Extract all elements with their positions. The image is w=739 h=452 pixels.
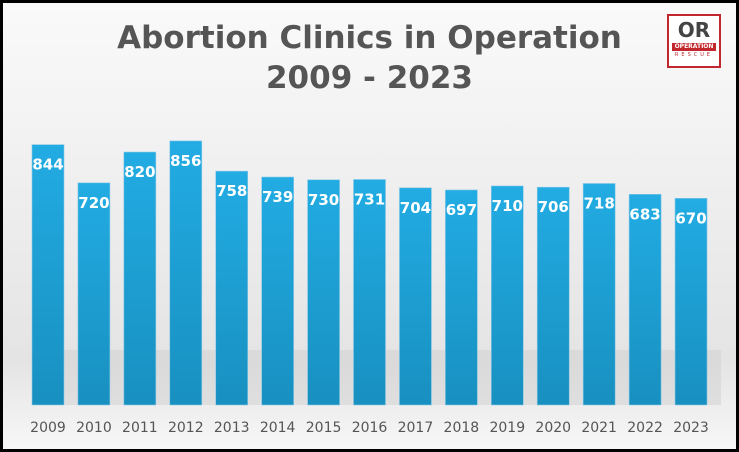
- data-label-2010: 720: [78, 194, 109, 212]
- bar-shadow: [431, 350, 446, 405]
- title-line: Abortion Clinics in Operation: [117, 20, 622, 56]
- data-label-2020: 706: [538, 198, 569, 216]
- x-tick-2022: 2022: [627, 420, 663, 436]
- bar-2017: [399, 187, 432, 406]
- data-label-2014: 739: [262, 188, 293, 206]
- subtitle-line: 2009 - 2023: [265, 60, 473, 96]
- bar-2009: [31, 144, 65, 406]
- x-tick-2011: 2011: [122, 420, 158, 436]
- bar-2016: [353, 179, 386, 406]
- bar-2012: [169, 140, 203, 406]
- bar-shadow: [247, 350, 262, 405]
- data-label-2016: 731: [354, 190, 385, 208]
- x-tick-2009: 2009: [30, 420, 66, 436]
- x-tick-2017: 2017: [398, 420, 434, 436]
- bar-2022: [628, 193, 662, 406]
- x-tick-2019: 2019: [489, 420, 525, 436]
- bar-shadow: [385, 350, 400, 405]
- bar-2015: [307, 179, 340, 406]
- data-label-2017: 704: [400, 199, 431, 217]
- bar-shadow: [64, 350, 78, 405]
- data-label-2015: 730: [308, 191, 339, 209]
- logo-line2: RESCUE: [674, 52, 714, 58]
- bar-shadow: [707, 350, 722, 405]
- data-label-2023: 670: [675, 209, 706, 227]
- x-tick-2015: 2015: [306, 420, 342, 436]
- bar-shadow: [109, 350, 124, 405]
- bar-shadow: [293, 350, 308, 405]
- bar-shadow: [569, 350, 584, 405]
- bar-2013: [215, 170, 249, 406]
- bar-shadow: [661, 350, 676, 405]
- bar-shadow: [523, 350, 538, 405]
- bar-shadow: [477, 350, 492, 405]
- bar-2020: [536, 186, 570, 406]
- x-tick-2010: 2010: [76, 420, 112, 436]
- data-label-2013: 758: [216, 182, 247, 200]
- bar-shadow: [155, 350, 170, 405]
- x-tick-2020: 2020: [535, 420, 571, 436]
- x-tick-2016: 2016: [352, 420, 388, 436]
- logo-line1: OPERATION: [672, 43, 716, 51]
- bar-2014: [261, 176, 294, 406]
- data-label-2012: 856: [170, 152, 201, 170]
- chart-title: Abortion Clinics in Operation 2009 - 202…: [0, 18, 739, 98]
- x-tick-2014: 2014: [260, 420, 296, 436]
- x-tick-2023: 2023: [673, 420, 709, 436]
- bar-shadow: [339, 350, 354, 405]
- bar-2021: [582, 183, 616, 406]
- x-tick-2013: 2013: [214, 420, 250, 436]
- data-label-2022: 683: [629, 205, 660, 223]
- bar-2010: [77, 182, 111, 406]
- bar-shadow: [201, 350, 216, 405]
- bar-2011: [123, 151, 157, 406]
- bar-shadow: [615, 350, 630, 405]
- operation-rescue-logo: OR OPERATION RESCUE: [667, 14, 721, 68]
- logo-mark: OR: [677, 18, 711, 42]
- data-label-2009: 844: [32, 156, 63, 174]
- x-tick-2018: 2018: [444, 420, 480, 436]
- data-label-2019: 710: [492, 197, 523, 215]
- bar-2018: [445, 189, 478, 406]
- data-label-2011: 820: [124, 163, 155, 181]
- data-label-2021: 718: [584, 194, 615, 212]
- x-tick-2012: 2012: [168, 420, 204, 436]
- data-label-2018: 697: [446, 201, 477, 219]
- x-tick-2021: 2021: [581, 420, 617, 436]
- bar-2019: [490, 185, 524, 406]
- bar-2023: [674, 198, 708, 406]
